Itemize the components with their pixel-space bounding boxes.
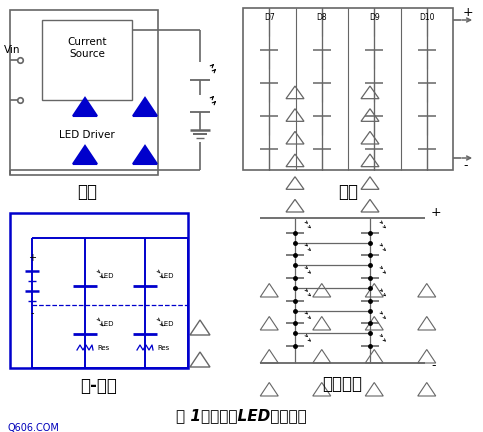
Polygon shape [133,146,157,164]
Text: LED: LED [100,273,114,279]
Text: +: + [463,6,474,19]
Polygon shape [133,98,157,116]
Text: -: - [30,308,34,318]
Text: Res: Res [97,345,109,351]
Text: D8: D8 [316,13,327,22]
Text: Res: Res [157,345,169,351]
Bar [10,10,158,175]
Polygon shape [73,146,97,164]
Text: -: - [431,359,436,372]
Text: 串-并联: 串-并联 [81,377,117,395]
Text: LED Driver: LED Driver [59,130,115,140]
Text: D7: D7 [264,13,275,22]
Text: -: - [463,159,468,172]
Text: +: + [28,253,36,263]
Bar [42,20,132,100]
Text: +: + [431,206,441,219]
Polygon shape [73,98,97,116]
Text: LED: LED [160,321,173,327]
Bar [243,8,453,170]
Text: Vin: Vin [4,45,20,55]
Text: D10: D10 [419,13,435,22]
Text: LED: LED [160,273,173,279]
Text: 图 1：常见的LED排列方式: 图 1：常见的LED排列方式 [176,409,307,423]
Text: 并联: 并联 [338,183,358,201]
Text: Source: Source [69,49,105,59]
Text: 交叉连接: 交叉连接 [323,375,363,393]
Text: LED: LED [100,321,114,327]
Text: Q606.COM: Q606.COM [8,423,60,432]
Text: 串联: 串联 [77,183,97,201]
Text: Current: Current [67,37,107,47]
Text: D9: D9 [369,13,380,22]
Bar [10,213,188,368]
